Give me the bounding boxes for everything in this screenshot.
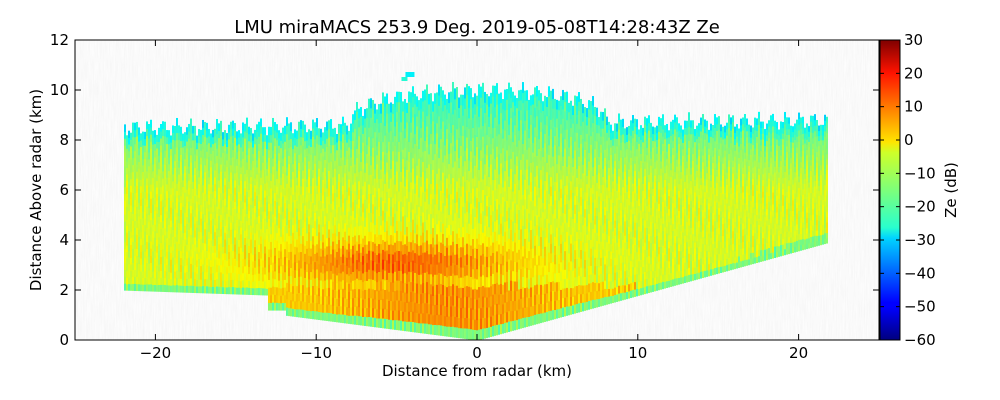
reflectivity-field (75, 40, 879, 340)
